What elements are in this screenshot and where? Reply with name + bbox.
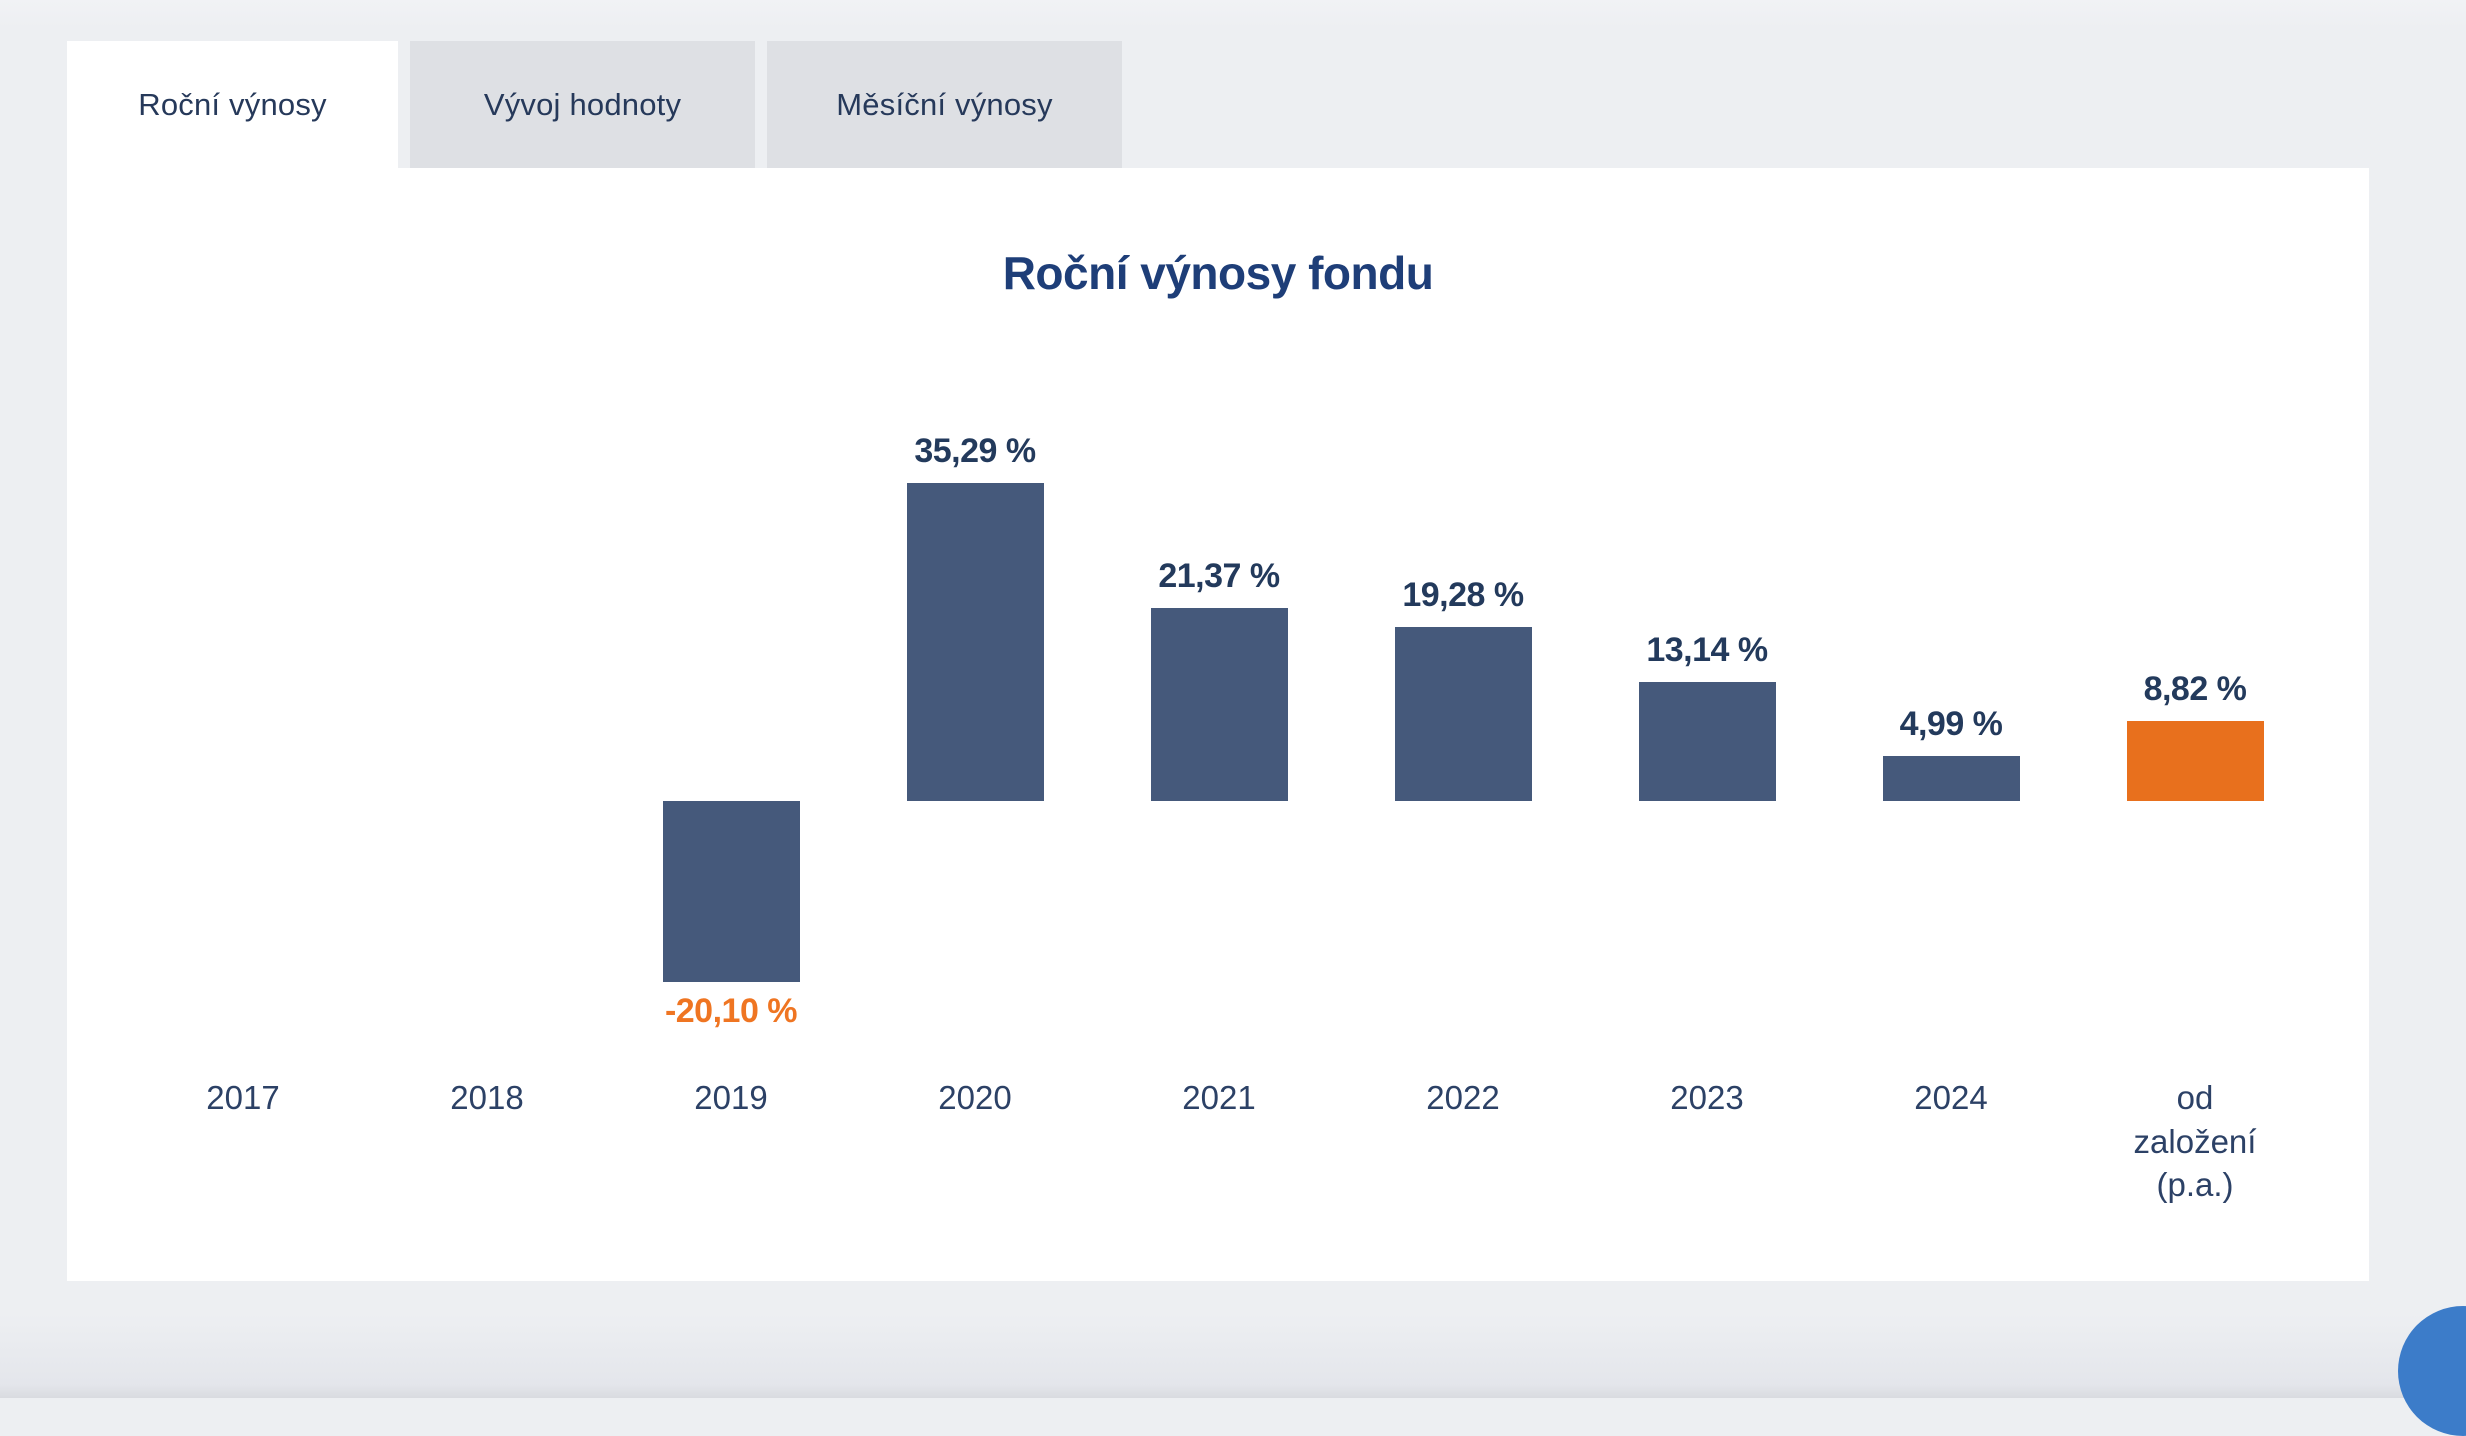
bar-od (2126, 721, 2264, 801)
tab-label: Vývoj hodnoty (483, 86, 682, 122)
bar-2022 (1394, 627, 1532, 801)
axis-label-2023: 2023 (1670, 1079, 1744, 1116)
axis-label-2020: 2020 (938, 1079, 1012, 1116)
chart-title: Roční výnosy fondu (1002, 247, 1434, 299)
tab-label: Měsíční výnosy (836, 86, 1053, 122)
axis-label-2017: 2017 (206, 1079, 280, 1116)
chat-bubble-icon[interactable] (2398, 1306, 2466, 1436)
tab-mesicni-vynosy[interactable]: Měsíční výnosy (767, 41, 1122, 168)
bar-2021 (1150, 608, 1288, 801)
axis-label-2021: 2021 (1182, 1079, 1256, 1116)
bar-2020 (906, 483, 1044, 801)
tab-bar: Roční výnosy Vývoj hodnoty Měsíční výnos… (67, 41, 1122, 168)
value-label-2023: 13,14 % (1646, 631, 1768, 669)
value-label-2022: 19,28 % (1402, 576, 1524, 614)
value-label-od: 8,82 % (2143, 670, 2247, 708)
bar-2023 (1638, 682, 1776, 801)
tab-rocni-vynosy[interactable]: Roční výnosy (67, 41, 398, 168)
axis-label-2024: 2024 (1914, 1079, 1988, 1116)
value-label-2021: 21,37 % (1158, 557, 1280, 595)
chart-panel: Roční výnosy fondu 2017 2018 -20,10 % 2019 3… (67, 168, 2369, 1281)
tab-vyvoj-hodnoty[interactable]: Vývoj hodnoty (410, 41, 755, 168)
value-label-2019: -20,10 % (664, 992, 798, 1030)
axis-label-2022: 2022 (1426, 1079, 1500, 1116)
value-label-2020: 35,29 % (914, 432, 1036, 470)
bar-chart: 2017 2018 -20,10 % 2019 35,29 % 2020 21,37 % 20… (67, 168, 2369, 1281)
bar-2024 (1882, 756, 2020, 801)
axis-label-od: od založení (p.a.) (2133, 1079, 2257, 1204)
axis-label-2019: 2019 (694, 1079, 768, 1116)
tab-label: Roční výnosy (138, 86, 327, 122)
axis-label-2018: 2018 (450, 1079, 524, 1116)
bar-2019 (662, 801, 800, 982)
value-label-2024: 4,99 % (1899, 705, 2003, 743)
